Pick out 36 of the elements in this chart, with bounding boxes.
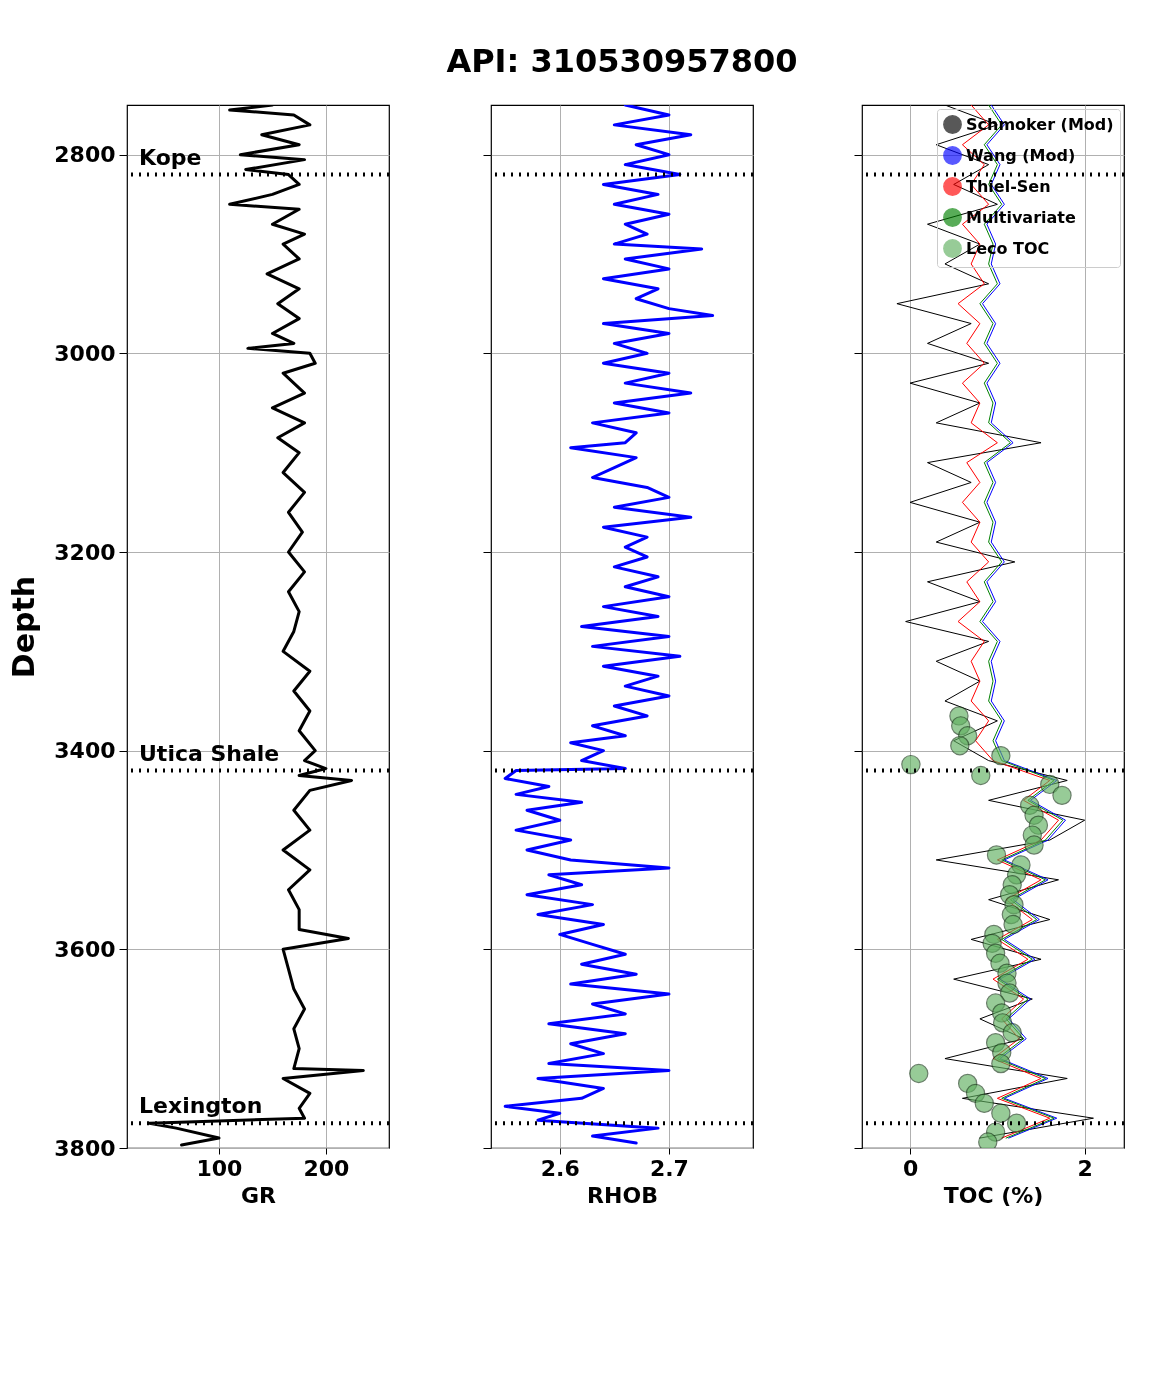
x-tick-label: 100 bbox=[196, 1155, 243, 1181]
x-tick-label: 200 bbox=[303, 1155, 350, 1181]
point bbox=[1003, 914, 1023, 935]
point bbox=[950, 736, 970, 756]
y-tick-label: 3000 bbox=[54, 340, 116, 366]
x-axis-title: TOC (%) bbox=[943, 1182, 1044, 1208]
x-tick-label: 2.6 bbox=[540, 1155, 580, 1181]
point bbox=[1024, 835, 1044, 855]
ref-line-label: Kope bbox=[139, 144, 202, 170]
chart-title: API: 310530957800 bbox=[446, 42, 798, 80]
y-tick-label: 3600 bbox=[54, 936, 116, 962]
x-axis-title: GR bbox=[241, 1182, 277, 1208]
y-tick-label: 3800 bbox=[54, 1135, 116, 1161]
point bbox=[991, 745, 1011, 766]
y-axis-title: Depth bbox=[6, 575, 42, 679]
ref-line-label: Utica Shale bbox=[139, 740, 280, 766]
x-axis-title: RHOB bbox=[587, 1182, 658, 1208]
x-tick-label: 0 bbox=[902, 1155, 919, 1181]
x-tick-label: 2 bbox=[1077, 1155, 1093, 1181]
y-tick-label: 2800 bbox=[54, 142, 116, 168]
x-tick-label: 2.7 bbox=[649, 1155, 689, 1181]
point bbox=[971, 765, 991, 786]
y-tick-label: 3400 bbox=[54, 738, 116, 764]
y-tick-label: 3200 bbox=[54, 539, 116, 565]
point bbox=[974, 1093, 994, 1113]
point bbox=[1006, 1113, 1027, 1133]
point bbox=[1052, 785, 1072, 806]
point bbox=[909, 1063, 929, 1084]
ref-line-label: Lexington bbox=[139, 1093, 263, 1119]
point bbox=[1002, 1023, 1022, 1043]
point bbox=[991, 1103, 1011, 1123]
point bbox=[1040, 774, 1060, 795]
point bbox=[986, 845, 1007, 865]
point bbox=[901, 754, 921, 775]
point bbox=[991, 1053, 1011, 1074]
point bbox=[999, 983, 1020, 1003]
